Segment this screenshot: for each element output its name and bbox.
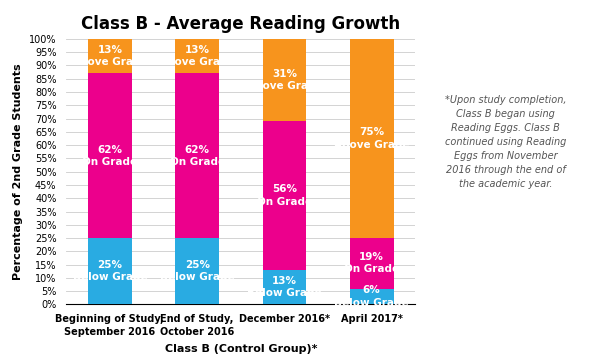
Bar — [88, 73, 132, 238]
Bar — [262, 121, 306, 270]
Y-axis label: Percentage of 2nd Grade Students: Percentage of 2nd Grade Students — [13, 63, 23, 280]
Bar — [175, 238, 219, 304]
Text: 31%
Above Grade: 31% Above Grade — [247, 69, 322, 91]
Bar — [175, 39, 219, 73]
Bar — [175, 73, 219, 238]
Text: 25%
Below Grade: 25% Below Grade — [160, 260, 234, 282]
Text: 56%
On Grade: 56% On Grade — [257, 184, 312, 207]
Text: 13%
Above Grade: 13% Above Grade — [160, 45, 235, 67]
Text: 75%
Above Grade: 75% Above Grade — [334, 127, 409, 150]
Text: 25%
Below Grade: 25% Below Grade — [73, 260, 147, 282]
Bar — [88, 39, 132, 73]
Bar — [88, 238, 132, 304]
Text: 19%
On Grade: 19% On Grade — [344, 252, 399, 274]
Text: 62%
On Grade: 62% On Grade — [82, 144, 137, 167]
Bar — [350, 238, 394, 289]
Bar — [350, 39, 394, 238]
Text: 13%
Above Grade: 13% Above Grade — [72, 45, 147, 67]
Title: Class B - Average Reading Growth: Class B - Average Reading Growth — [81, 15, 400, 33]
Bar — [262, 270, 306, 304]
Bar — [262, 39, 306, 121]
Text: 6%
Below Grade: 6% Below Grade — [335, 285, 409, 308]
Text: *Upon study completion,
Class B began using
Reading Eggs. Class B
continued usin: *Upon study completion, Class B began us… — [445, 95, 566, 189]
Text: 13%
Below Grade: 13% Below Grade — [247, 276, 321, 298]
Bar — [350, 289, 394, 304]
Text: 62%
On Grade: 62% On Grade — [170, 144, 225, 167]
X-axis label: Class B (Control Group)*: Class B (Control Group)* — [164, 343, 317, 354]
